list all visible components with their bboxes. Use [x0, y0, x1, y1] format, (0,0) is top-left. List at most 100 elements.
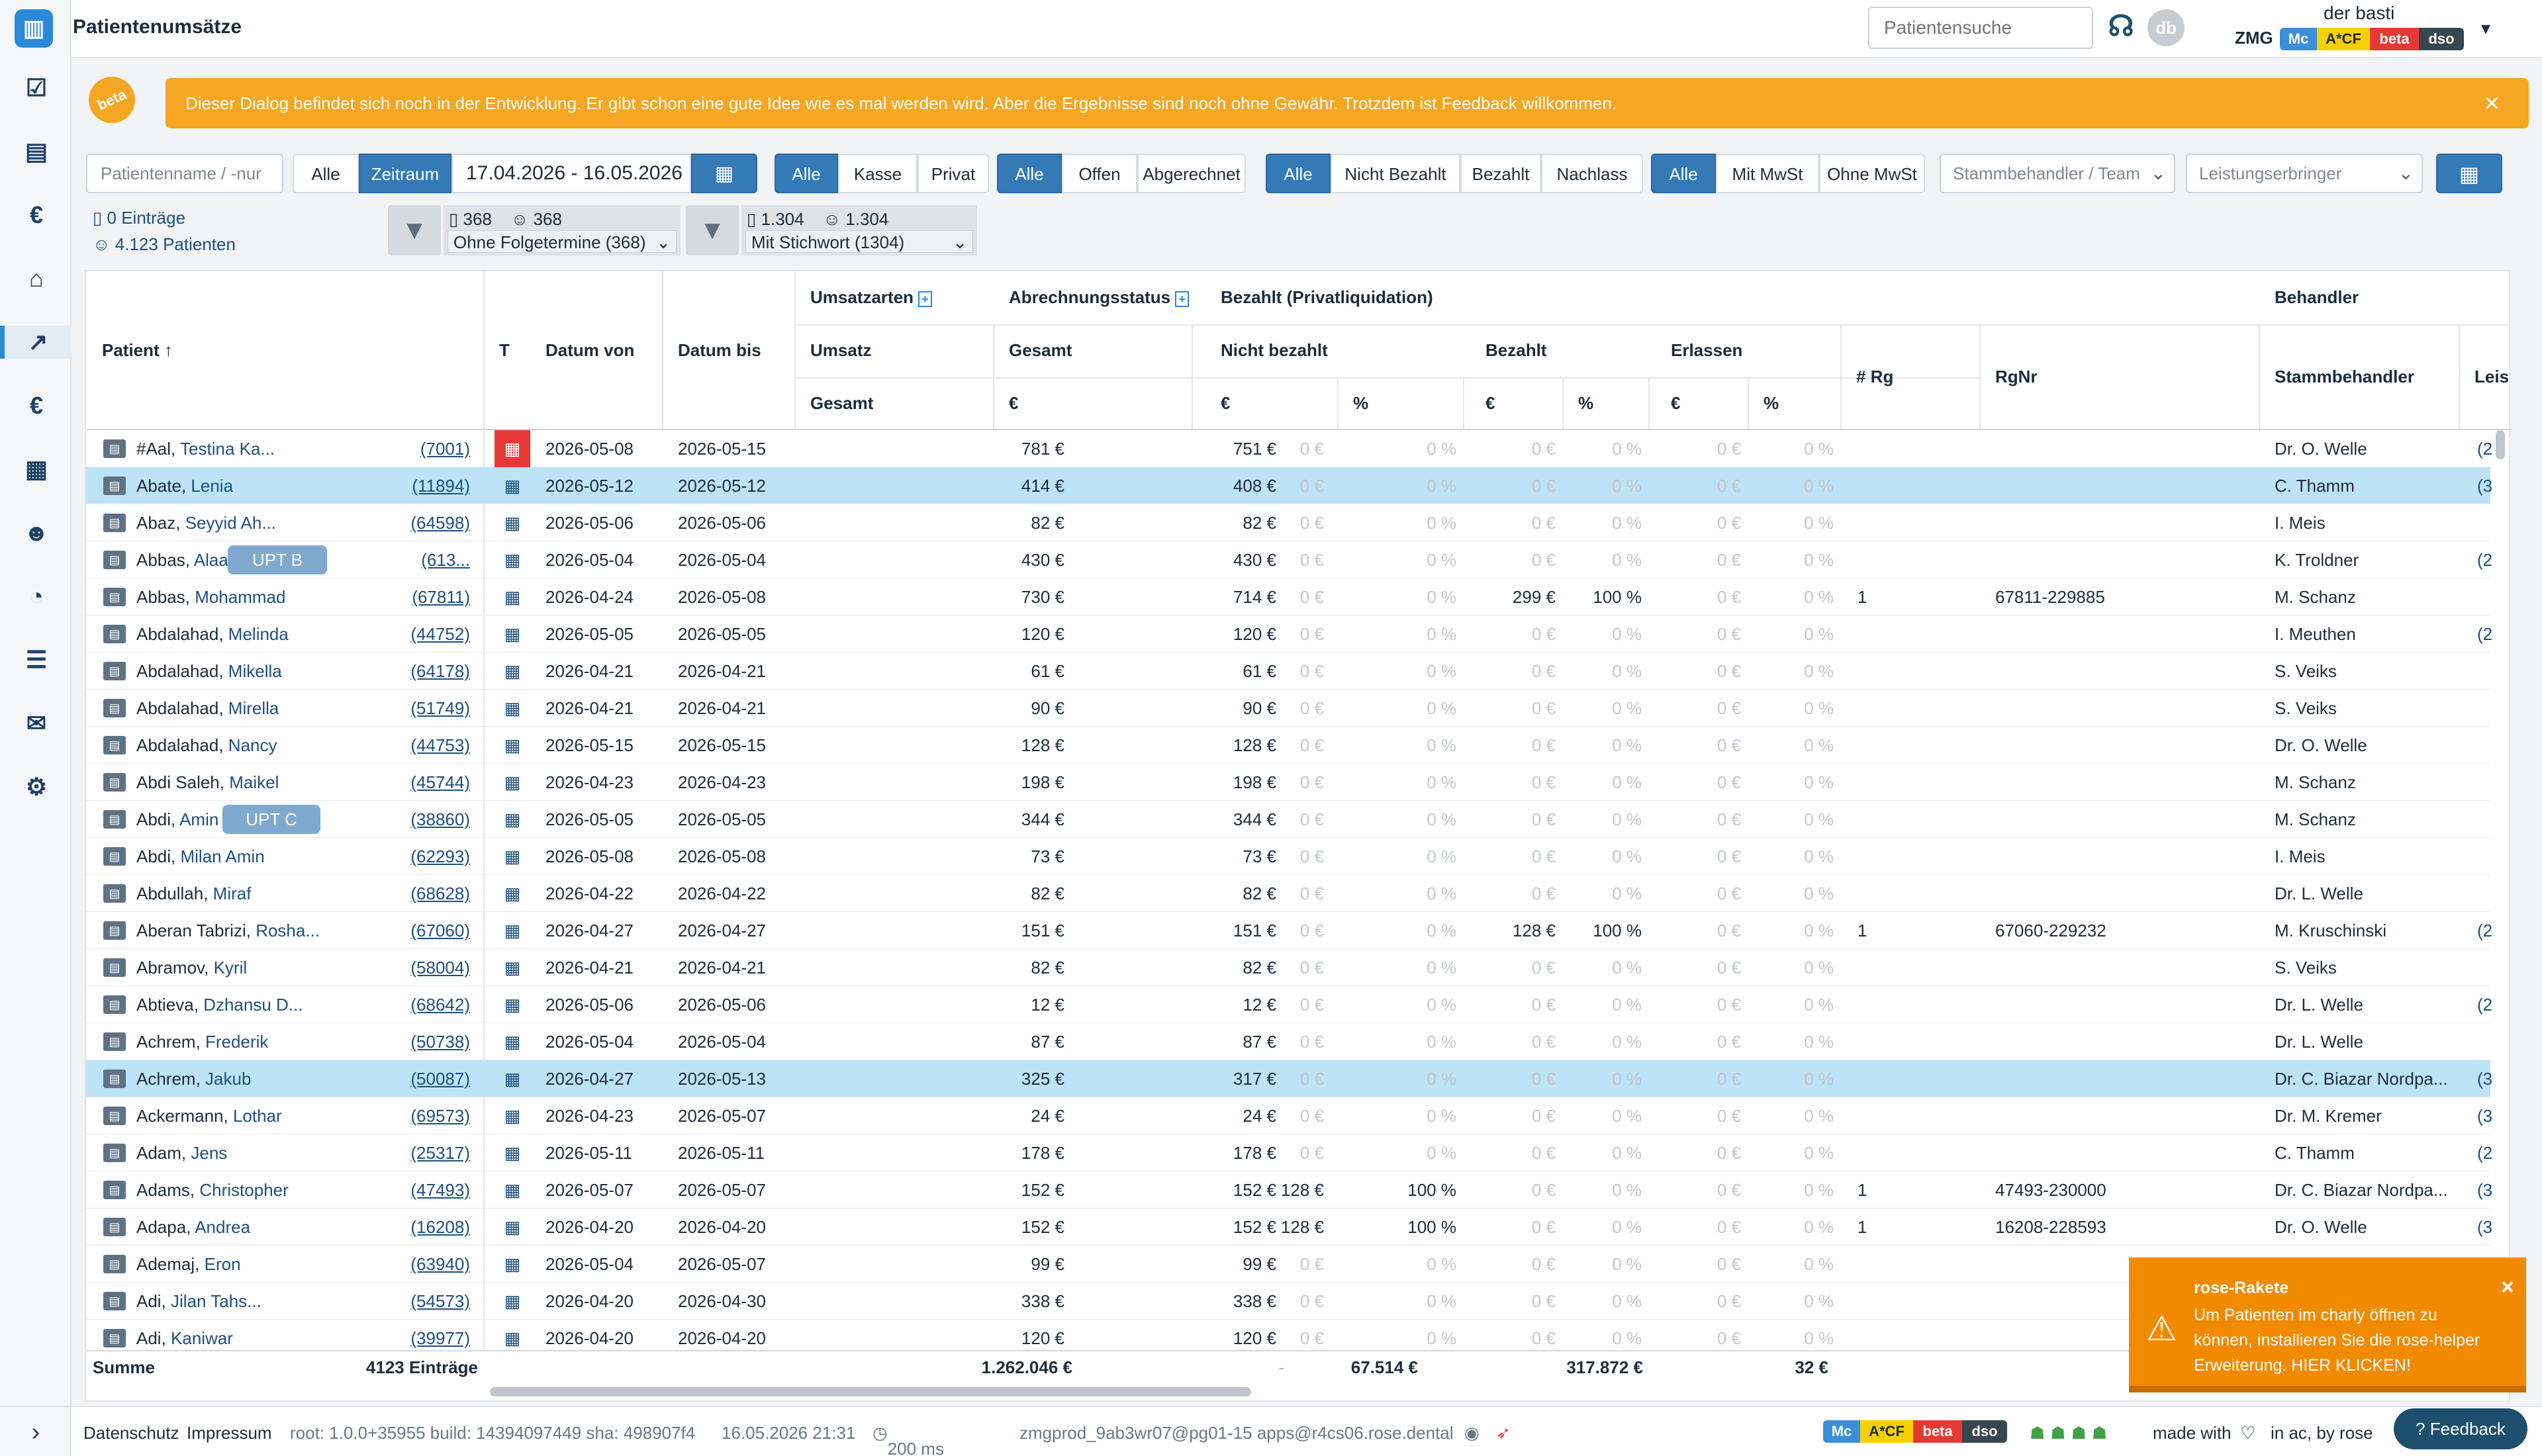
rocket-icon[interactable]: ➶	[1496, 1423, 1511, 1443]
calendar-icon[interactable]: ▦	[504, 735, 521, 755]
patient-name[interactable]: Adi, Kaniwar	[136, 1328, 233, 1348]
patient-name[interactable]: Adapa, Andrea	[136, 1217, 251, 1237]
calendar-icon[interactable]: ▦	[504, 661, 521, 681]
patient-card-icon[interactable]: ▤	[103, 958, 126, 977]
patient-name[interactable]: Achrem, Frederik	[136, 1032, 269, 1052]
upt-badge[interactable]: UPT C	[222, 805, 320, 834]
rgnr[interactable]: 47493-230000	[1995, 1180, 2106, 1200]
patient-id-link[interactable]: (7001)	[420, 439, 470, 459]
patient-name[interactable]: Ackermann, Lothar	[136, 1106, 282, 1126]
abrechnungsstatus-header[interactable]: Abrechnungsstatus +	[1009, 287, 1189, 308]
col-gesamt-header[interactable]: Gesamt	[1009, 340, 1072, 360]
eye-icon[interactable]: ◉	[1464, 1423, 1480, 1443]
patient-card-icon[interactable]: ▤	[103, 1218, 126, 1236]
calendar-icon[interactable]: ▦	[504, 1069, 521, 1089]
patient-name[interactable]: Abdalahad, Mirella	[136, 698, 279, 718]
patient-name[interactable]: Abtieva, Dzhansu D...	[136, 995, 303, 1015]
table-row[interactable]: ▤ Abdalahad, Mikella (64178) ▦ 2026-04-21 202…	[86, 653, 2490, 690]
calendar-picker-icon[interactable]: ▦	[691, 154, 757, 193]
nav-documents-icon[interactable]: ▤	[24, 138, 48, 165]
patient-id-link[interactable]: (44752)	[410, 624, 470, 644]
calendar-icon[interactable]: ▦	[504, 550, 521, 570]
nav-settings-gear-icon[interactable]: ⚙	[25, 773, 48, 800]
patient-id-link[interactable]: (39977)	[410, 1328, 470, 1348]
calendar-icon[interactable]: ▦	[504, 958, 521, 978]
table-row[interactable]: ▤ Adi, Jilan Tahs... (54573) ▦ 2026-04-20 202…	[86, 1283, 2490, 1320]
patient-name[interactable]: #Aal, Testina Ka...	[136, 439, 275, 459]
patient-name[interactable]: Abbas, Mohammad	[136, 587, 286, 607]
table-row[interactable]: ▤ Abramov, Kyril (58004) ▦ 2026-04-21 2026-04…	[86, 949, 2490, 986]
insurance-privat-button[interactable]: Privat	[918, 154, 989, 193]
col-date-to-header[interactable]: Datum bis	[678, 340, 761, 360]
patient-card-icon[interactable]: ▤	[103, 1292, 126, 1310]
table-row[interactable]: ▤ Adi, Kaniwar (39977) ▦ 2026-04-20 2026-04-2…	[86, 1320, 2490, 1349]
calendar-icon[interactable]: ▦	[504, 1032, 521, 1052]
patient-card-icon[interactable]: ▤	[103, 884, 126, 903]
patient-card-icon[interactable]: ▤	[103, 699, 126, 717]
patient-card-icon[interactable]: ▤	[103, 810, 126, 829]
patient-id-link[interactable]: (62293)	[410, 846, 470, 866]
nav-calendar-icon[interactable]: ▦	[24, 455, 48, 482]
avatar[interactable]: db	[2147, 9, 2185, 46]
table-row[interactable]: ▤ Abdalahad, Mirella (51749) ▦ 2026-04-21 202…	[86, 690, 2490, 727]
rgnr[interactable]: 67811-229885	[1995, 587, 2105, 607]
table-row[interactable]: ▤ Abaz, Seyyid Ah... (64598) ▦ 2026-05-06 202…	[86, 504, 2490, 541]
patient-card-icon[interactable]: ▤	[103, 1181, 126, 1199]
payment-all-button[interactable]: Alle	[1266, 154, 1331, 193]
keyword-filter[interactable]: ▯ 1.304 ☺ 1.304 Mit Stichwort (1304) ⌄	[741, 205, 977, 255]
calendar-icon[interactable]: ▦	[504, 1254, 521, 1274]
table-row[interactable]: ▤ Ademaj, Eron (63940) ▦ 2026-05-04 2026-05-0…	[86, 1246, 2490, 1283]
calendar-icon[interactable]: ▦	[504, 1106, 521, 1126]
patient-card-icon[interactable]: ▤	[103, 995, 126, 1014]
insurance-kasse-button[interactable]: Kasse	[838, 154, 918, 193]
table-row[interactable]: ▤ Abbas, Mohammad (67811) ▦ 2026-04-24 2026-0…	[86, 578, 2490, 615]
patient-name[interactable]: Abramov, Kyril	[136, 958, 248, 978]
nav-euro-icon[interactable]: €	[29, 201, 44, 228]
table-row[interactable]: ▤ Abbas, Alaa (613... ▦ 2026-05-04 2026-05-04…	[86, 541, 2492, 578]
vat-without-button[interactable]: Ohne MwSt	[1819, 154, 1925, 193]
calendar-icon[interactable]: ▦	[504, 921, 521, 940]
table-row[interactable]: ▤ Abdalahad, Melinda (44752) ▦ 2026-05-05 202…	[86, 615, 2492, 653]
patient-name[interactable]: Adams, Christopher	[136, 1180, 289, 1200]
patient-name[interactable]: Abdi Saleh, Maikel	[136, 772, 279, 792]
sidebar-expand-chevron-icon[interactable]: ›	[0, 1406, 71, 1456]
patient-card-icon[interactable]: ▤	[103, 551, 126, 569]
calendar-icon[interactable]: ▦	[504, 513, 521, 533]
calendar-icon[interactable]: ▦	[504, 698, 521, 718]
calendar-icon[interactable]: ▦	[504, 587, 521, 607]
patient-name[interactable]: Abbas, Alaa	[136, 550, 228, 570]
patient-id-link[interactable]: (47493)	[410, 1180, 470, 1200]
patient-name[interactable]: Abdi, Amin	[136, 809, 219, 829]
calendar-icon[interactable]: ▦	[494, 430, 530, 467]
patient-id-link[interactable]: (11894)	[412, 476, 470, 496]
feedback-button[interactable]: ? Feedback	[2394, 1408, 2527, 1449]
rgnr[interactable]: 16208-228593	[1995, 1217, 2106, 1237]
column-layout-icon[interactable]: ▦	[2436, 154, 2502, 193]
app-logo-icon[interactable]: ▥	[15, 9, 53, 48]
patient-id-link[interactable]: (54573)	[410, 1291, 470, 1311]
umsatzarten-header[interactable]: Umsatzarten +	[810, 287, 932, 308]
expand-plus-icon[interactable]: +	[918, 291, 932, 307]
payment-unpaid-button[interactable]: Nicht Bezahlt	[1331, 154, 1460, 193]
nav-revenue-chart-icon[interactable]: ↗	[0, 326, 71, 359]
patient-card-icon[interactable]: ▤	[103, 514, 126, 532]
patient-name[interactable]: Achrem, Jakub	[136, 1069, 252, 1089]
nav-billing-euro-icon[interactable]: €	[29, 392, 44, 419]
calendar-icon[interactable]: ▦	[504, 809, 521, 829]
patient-name[interactable]: Adi, Jilan Tahs...	[136, 1291, 261, 1311]
table-row[interactable]: ▤ Abtieva, Dzhansu D... (68642) ▦ 2026-05-06…	[86, 986, 2492, 1023]
table-row[interactable]: ▤ Abdi Saleh, Maikel (45744) ▦ 2026-04-23 202…	[86, 764, 2490, 801]
patient-id-link[interactable]: (58004)	[410, 958, 470, 978]
table-row[interactable]: ▤ Achrem, Frederik (50738) ▦ 2026-05-04 2026-…	[86, 1023, 2490, 1060]
col-rgnr-header[interactable]: RgNr	[1995, 367, 2038, 387]
patient-name[interactable]: Abdalahad, Mikella	[136, 661, 282, 681]
date-range-input[interactable]: 17.04.2026 - 16.05.2026	[451, 154, 691, 193]
patient-id-link[interactable]: (64178)	[410, 661, 470, 681]
calendar-icon[interactable]: ▦	[504, 772, 521, 792]
patient-card-icon[interactable]: ▤	[103, 1107, 126, 1125]
patient-card-icon[interactable]: ▤	[103, 625, 126, 643]
upt-badge[interactable]: UPT B	[228, 545, 327, 574]
table-row[interactable]: ▤ Adam, Jens (25317) ▦ 2026-05-11 2026-05-11 1…	[86, 1134, 2492, 1171]
calendar-icon[interactable]: ▦	[504, 476, 521, 496]
expand-plus-icon[interactable]: +	[1175, 291, 1189, 307]
